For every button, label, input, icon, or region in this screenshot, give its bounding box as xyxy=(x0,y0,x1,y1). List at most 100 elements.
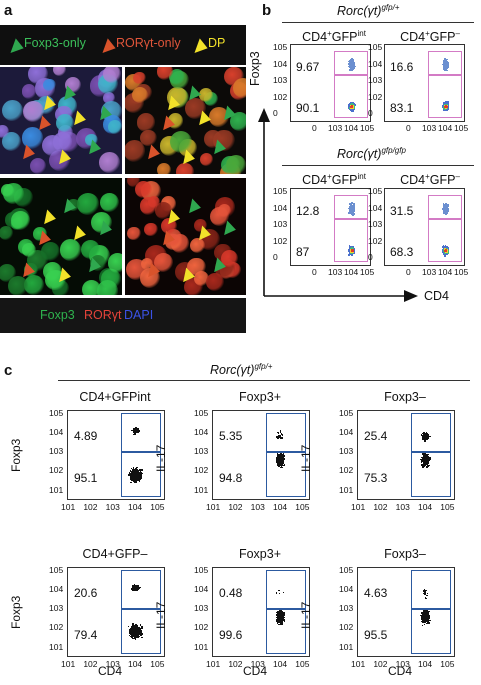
y-tick-label: 103 xyxy=(49,446,64,457)
b-y-axis-label: Foxp3 xyxy=(248,51,262,86)
cell-nucleus xyxy=(198,87,213,102)
cell-nucleus xyxy=(59,239,82,261)
cell-nucleus xyxy=(144,222,158,236)
cell-nucleus xyxy=(131,86,148,103)
micrograph-ror xyxy=(125,178,246,295)
arrow-right-icon xyxy=(404,290,418,302)
cell-nucleus xyxy=(208,107,229,127)
cell-nucleus xyxy=(139,267,161,289)
cell-nucleus xyxy=(133,71,147,85)
cell-nucleus xyxy=(21,126,44,149)
col-title-gfpint-top: CD4+GFPint xyxy=(302,29,366,45)
y-tick-label: 101 xyxy=(49,484,64,495)
x-tick-label: 103 xyxy=(105,502,120,512)
cell-nucleus xyxy=(91,211,113,233)
cell-nucleus xyxy=(96,280,119,295)
cell-nucleus xyxy=(125,139,146,162)
cell-nucleus xyxy=(99,152,121,174)
cell-nucleus xyxy=(153,253,173,272)
col-title-gfpneg-top: CD4+GFP– xyxy=(400,29,460,45)
cell-nucleus xyxy=(157,67,174,80)
cell-nucleus xyxy=(136,113,155,132)
cell-nucleus xyxy=(187,257,206,276)
cell-nucleus xyxy=(77,193,99,215)
y-tick-label: 104 xyxy=(49,427,64,438)
legend-channels: Foxp3 RORγt DAPI xyxy=(0,298,246,333)
cell-nucleus xyxy=(140,257,154,271)
cell-nucleus xyxy=(55,113,75,133)
x-tick-label: 101 xyxy=(61,502,76,512)
cell-nucleus xyxy=(85,133,98,147)
cell-nucleus xyxy=(229,111,246,132)
cell-nucleus xyxy=(204,130,222,148)
genotype-c-label: Rorc(γt)gfp/+ xyxy=(210,362,273,378)
cell-nucleus xyxy=(185,98,207,120)
cell-nucleus xyxy=(220,249,238,267)
cell-nucleus xyxy=(1,184,14,197)
percent-upper: 4.89 xyxy=(74,428,98,443)
c-plot-title: CD4+GFPint xyxy=(79,390,151,404)
c-plot-title: Foxp3+ xyxy=(238,390,282,404)
x-tick-label: 105 xyxy=(150,502,165,512)
cell-nucleus xyxy=(205,272,224,292)
cell-nucleus xyxy=(21,84,37,99)
cell-nucleus xyxy=(64,76,82,94)
cell-nucleus xyxy=(8,276,29,295)
cell-nucleus xyxy=(139,197,158,215)
cell-nucleus xyxy=(2,132,22,152)
cell-nucleus xyxy=(0,125,9,139)
cell-nucleus xyxy=(41,242,60,262)
micrograph-merge xyxy=(0,67,122,174)
cell-nucleus xyxy=(140,129,157,147)
genotype-top-label: Rorc(γt)gfp/+ xyxy=(337,3,400,19)
cell-nucleus xyxy=(166,86,188,108)
b-x-axis-label: CD4 xyxy=(424,289,450,303)
cell-nucleus xyxy=(27,67,48,84)
cell-nucleus xyxy=(0,226,14,241)
panel-label-b: b xyxy=(262,2,272,19)
cell-nucleus xyxy=(155,202,172,219)
cell-nucleus xyxy=(102,67,122,84)
y-tick-label: 105 xyxy=(49,408,64,418)
flow-plot-c-1: 4.89 95.1 xyxy=(67,410,165,500)
panel-label-c: c xyxy=(4,362,13,379)
cell-nucleus xyxy=(23,100,45,122)
y-tick-label: 102 xyxy=(49,465,64,476)
cell-nucleus xyxy=(52,67,66,77)
cell-nucleus xyxy=(127,178,141,188)
cell-nucleus xyxy=(43,78,56,92)
x-tick-label: 102 xyxy=(83,502,98,512)
cell-nucleus xyxy=(81,280,101,295)
cell-nucleus xyxy=(226,154,246,174)
percent-lower: 95.1 xyxy=(74,470,98,485)
cell-nucleus xyxy=(23,274,44,295)
cell-nucleus xyxy=(45,270,66,291)
cell-nucleus xyxy=(89,254,107,272)
cell-nucleus xyxy=(108,120,122,134)
c-y-axis-label: Foxp3 xyxy=(9,438,23,472)
legend-arrows: Foxp3-only RORγt-only DP xyxy=(0,25,246,65)
cell-nucleus xyxy=(176,163,194,174)
channel-dapi: DAPI xyxy=(124,308,154,322)
cell-nucleus xyxy=(2,99,24,121)
micrograph-foxp3 xyxy=(0,178,122,295)
cell-nucleus xyxy=(21,242,37,258)
cell-nucleus xyxy=(67,198,80,212)
cell-nucleus xyxy=(107,252,122,273)
flow-plot-b-1: 9.67 90.1 xyxy=(290,44,371,122)
legend-foxp3-only: Foxp3-only xyxy=(24,36,86,50)
micrograph-foxp3-ror xyxy=(125,67,246,174)
cell-nucleus xyxy=(52,132,73,152)
x-tick-label: 104 xyxy=(127,502,143,512)
flow-plot-c-2: 5.35 94.8 xyxy=(212,410,310,500)
cell-nucleus xyxy=(160,218,177,235)
arrow-up-icon xyxy=(258,108,270,122)
cell-nucleus xyxy=(30,157,47,174)
cell-nucleus xyxy=(135,181,152,199)
cell-nucleus xyxy=(217,204,231,218)
cell-nucleus xyxy=(169,131,192,153)
channel-foxp3: Foxp3 xyxy=(40,308,75,322)
cell-nucleus xyxy=(233,78,246,99)
cell-nucleus xyxy=(81,240,101,260)
channel-ror: RORγt xyxy=(84,308,122,322)
